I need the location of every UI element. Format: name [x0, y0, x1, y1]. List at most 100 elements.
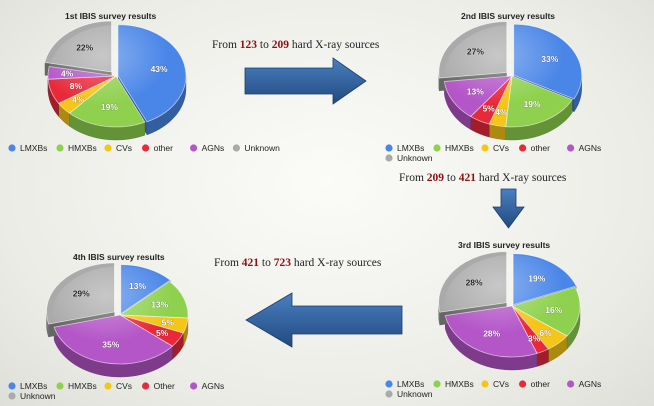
legend-swatch: [385, 380, 393, 388]
legend-swatch: [433, 144, 441, 152]
legend-item-unknown: Unknown: [385, 389, 433, 399]
legend-item-hmxbs: HMXBs: [433, 143, 474, 153]
legend-swatch: [481, 144, 489, 152]
legend-swatch: [481, 380, 489, 388]
legend-swatch: [385, 390, 393, 398]
legend-label: CVs: [493, 143, 509, 153]
legend-swatch: [232, 144, 240, 152]
legend-label: Unknown: [397, 389, 433, 399]
legend-label: AGNs: [579, 379, 602, 389]
legend-item-agns: AGNs: [190, 381, 224, 391]
pie-title-2nd: 2nd IBIS survey results: [461, 11, 555, 21]
pie-label-agns: 4%: [61, 69, 74, 79]
legend-item-hmxbs: HMXBs: [56, 381, 97, 391]
legend-label: AGNs: [579, 143, 602, 153]
transition-text-3: From 421 to 723 hard X-ray sources: [214, 257, 382, 269]
legend-item-cvs: CVs: [104, 381, 132, 391]
legend-item-lmxbs: LMXBs: [385, 143, 424, 153]
legend-label: HMXBs: [68, 143, 97, 153]
transition-1-to: 209: [272, 39, 290, 51]
pie-title-4th: 4th IBIS survey results: [73, 252, 165, 262]
legend-swatch: [433, 380, 441, 388]
legend-label: Unknown: [20, 391, 56, 401]
legend-item-other: other: [519, 143, 550, 153]
legend-swatch: [56, 382, 64, 390]
transition-1-from: 123: [240, 39, 258, 51]
pie-label-unknown: 22%: [76, 43, 93, 53]
pie-label-lmxbs: 43%: [151, 64, 168, 74]
legend-label: Unknown: [397, 153, 433, 163]
legend-swatch: [142, 382, 150, 390]
pie-label-lmxbs: 13%: [129, 281, 146, 291]
legend-swatch: [8, 392, 16, 400]
legend-item-lmxbs: LMXBs: [8, 143, 47, 153]
pie-label-lmxbs: 19%: [528, 274, 545, 284]
legend-swatch: [142, 144, 150, 152]
legend-swatch: [104, 144, 112, 152]
legend-swatch: [8, 382, 16, 390]
legend-item-other: Other: [142, 381, 175, 391]
pie-chart-3rd-survey: 19% 16% 6%3% 28% 28%: [438, 251, 581, 371]
legend-swatch: [8, 144, 16, 152]
legend-swatch: [190, 144, 198, 152]
legend-label: CVs: [493, 379, 509, 389]
transition-3-from: 421: [242, 257, 260, 269]
legend-swatch: [56, 144, 64, 152]
pie-label-unknown: 28%: [466, 278, 483, 288]
legend-item-cvs: CVs: [481, 143, 509, 153]
pie-chart-1st-survey: 43% 19% 4% 8% 4% 22%: [44, 20, 187, 141]
legend-label: LMXBs: [20, 381, 47, 391]
pie-label-agns: 28%: [483, 329, 500, 339]
legend-item-cvs: CVs: [104, 143, 132, 153]
pie-label-hmxbs: 19%: [524, 99, 541, 109]
legend-label: AGNs: [202, 143, 225, 153]
legend-item-agns: AGNs: [190, 143, 224, 153]
arrow-left: [245, 292, 403, 348]
legend-swatch: [567, 380, 575, 388]
pie-chart-2nd-survey: 33% 19% 4%5% 13% 27%: [438, 21, 583, 141]
transition-3-to: 723: [274, 257, 292, 269]
pie-label-hmxbs: 13%: [151, 300, 168, 310]
legend-swatch: [385, 154, 393, 162]
legend-item-hmxbs: HMXBs: [433, 379, 474, 389]
legend-label: LMXBs: [397, 143, 424, 153]
transition-2-to: 421: [459, 172, 477, 184]
pie-chart-4th-survey: 13% 13% 5%5% 35% 29%: [46, 262, 189, 378]
legend-label: CVs: [116, 381, 132, 391]
legend-label: other: [531, 379, 551, 389]
legend-label: CVs: [116, 143, 132, 153]
legend-item-unknown: Unknown: [232, 143, 280, 153]
legend-label: other: [154, 143, 174, 153]
pie-label-other: 5%: [156, 328, 169, 338]
transition-2-from: 209: [427, 172, 445, 184]
legend-item-hmxbs: HMXBs: [56, 143, 97, 153]
pie-label-lmxbs: 33%: [541, 54, 558, 64]
legend-label: Unknown: [244, 143, 280, 153]
legend-label: LMXBs: [397, 379, 424, 389]
pie-label-agns: 13%: [467, 87, 484, 97]
legend-item-unknown: Unknown: [385, 153, 433, 163]
pie-title-1st: 1st IBIS survey results: [65, 11, 156, 21]
legend-label: HMXBs: [445, 379, 474, 389]
legend-item-other: other: [142, 143, 173, 153]
arrow-right: [244, 57, 367, 105]
legend-swatch: [519, 144, 527, 152]
legend-item-agns: AGNs: [567, 379, 601, 389]
legend-swatch: [519, 380, 527, 388]
pie-label-unknown: 27%: [467, 46, 484, 56]
legend-item-lmxbs: LMXBs: [385, 379, 424, 389]
legend-swatch: [104, 382, 112, 390]
legend-item-other: other: [519, 379, 550, 389]
pie-label-unknown: 29%: [73, 288, 90, 298]
pie-label-agns: 35%: [102, 340, 119, 350]
legend-swatch: [385, 144, 393, 152]
legend-item-cvs: CVs: [481, 379, 509, 389]
legend-label: other: [531, 143, 551, 153]
pie-label-hmxbs: 19%: [101, 102, 118, 112]
legend-label: HMXBs: [445, 143, 474, 153]
pie-label-cvs: 4%: [495, 107, 508, 117]
pie-label-cvs: 5%: [162, 318, 175, 328]
legend-swatch: [190, 382, 198, 390]
legend-item-agns: AGNs: [567, 143, 601, 153]
